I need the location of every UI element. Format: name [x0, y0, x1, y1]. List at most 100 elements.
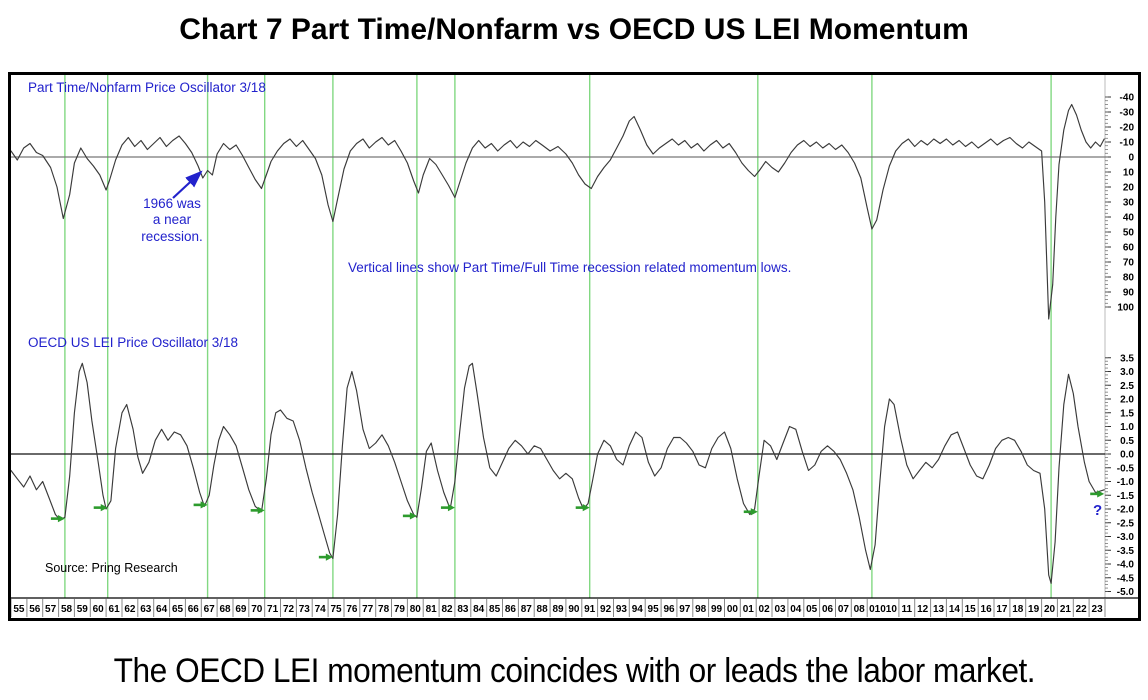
x-axis-year-label: 59 — [77, 604, 89, 615]
x-axis-year-label: 62 — [124, 604, 136, 615]
x-axis-year-label: 71 — [267, 604, 279, 615]
x-axis-year-label: 01 — [743, 604, 755, 615]
bottom-axis-tick-label: -1.0 — [1117, 477, 1135, 488]
bottom-axis-tick-label: -3.5 — [1117, 546, 1135, 557]
x-axis-year-label: 95 — [648, 604, 660, 615]
momentum-low-arrow-icon — [750, 508, 758, 516]
bottom-axis-tick-label: 0.0 — [1120, 450, 1134, 461]
x-axis-year-label: 93 — [616, 604, 628, 615]
x-axis-year-label: 98 — [695, 604, 707, 615]
top-axis-tick-label: -30 — [1120, 108, 1135, 119]
source-note: Source: Pring Research — [45, 561, 178, 575]
x-axis-year-label: 70 — [251, 604, 263, 615]
x-axis-year-label: 65 — [172, 604, 184, 615]
x-axis-year-label: 12 — [917, 604, 929, 615]
x-axis-year-label: 75 — [330, 604, 342, 615]
x-axis-year-label: 01010 — [869, 604, 897, 615]
x-axis-year-label: 11 — [902, 604, 913, 615]
x-axis-year-label: 22 — [1076, 604, 1088, 615]
near-recession-annotation: 1966 was a near recession. — [141, 196, 203, 244]
bottom-axis-tick-label: 0.5 — [1120, 436, 1134, 447]
bottom-axis-tick-label: -2.5 — [1117, 518, 1135, 529]
momentum-low-arrow-icon — [582, 504, 590, 512]
bottom-axis-tick-label: -4.0 — [1117, 560, 1135, 571]
bottom-axis-tick-label: -3.0 — [1117, 532, 1135, 543]
chart-caption-text: The OECD LEI momentum coincides with or … — [113, 652, 1035, 690]
x-axis-year-label: 55 — [13, 604, 25, 615]
x-axis-year-label: 84 — [473, 604, 485, 615]
x-axis-year-label: 05 — [806, 604, 818, 615]
x-axis-year-label: 14 — [949, 604, 961, 615]
bottom-axis-tick-label: 2.5 — [1120, 381, 1134, 392]
x-axis-year-label: 23 — [1092, 604, 1104, 615]
x-axis-year-label: 66 — [188, 604, 200, 615]
bottom-axis-tick-label: 3.0 — [1120, 367, 1134, 378]
x-axis-year-label: 82 — [441, 604, 453, 615]
x-axis-year-label: 85 — [489, 604, 501, 615]
top-axis-tick-label: 70 — [1123, 258, 1135, 269]
x-axis-year-label: 73 — [299, 604, 311, 615]
x-axis-year-label: 91 — [584, 604, 596, 615]
top-axis-tick-label: 20 — [1123, 183, 1135, 194]
momentum-low-arrow-icon — [447, 504, 455, 512]
top-axis-tick-label: 40 — [1123, 213, 1135, 224]
x-axis-year-label: 08 — [854, 604, 866, 615]
x-axis-year-label: 99 — [711, 604, 723, 615]
x-axis-year-label: 56 — [29, 604, 41, 615]
x-axis-year-label: 78 — [378, 604, 390, 615]
x-axis-year-label: 97 — [679, 604, 691, 615]
bottom-axis-tick-label: -2.0 — [1117, 505, 1135, 516]
bottom-axis-tick-label: -4.5 — [1117, 573, 1135, 584]
chart-caption: The OECD LEI momentum coincides with or … — [0, 652, 1148, 691]
x-axis-year-label: 88 — [537, 604, 549, 615]
x-axis-year-label: 76 — [346, 604, 358, 615]
top-axis-tick-label: 50 — [1123, 228, 1135, 239]
top-axis-tick-label: 0 — [1128, 153, 1134, 164]
x-axis-year-label: 61 — [109, 604, 121, 615]
top-axis-tick-label: 60 — [1123, 243, 1135, 254]
x-axis-year-label: 06 — [822, 604, 834, 615]
x-axis-year-label: 00 — [727, 604, 739, 615]
top-axis-tick-label: 90 — [1123, 288, 1135, 299]
x-axis-year-label: 17 — [996, 604, 1008, 615]
bottom-panel-label: OECD US LEI Price Oscillator 3/18 — [28, 335, 239, 350]
bottom-axis-tick-label: -5.0 — [1117, 587, 1135, 598]
momentum-low-arrow-icon — [200, 501, 208, 509]
x-axis-year-label: 03 — [774, 604, 786, 615]
top-axis-tick-label: -10 — [1120, 138, 1135, 149]
chart-panel: -40 -30 -20 -10 0 10 20 30 40 50 60 70 80 90 100 3.5 3.0… — [8, 72, 1141, 621]
bottom-axis-tick-label: 1.5 — [1120, 408, 1134, 419]
top-axis-tick-label: 100 — [1117, 303, 1134, 314]
x-axis-year-label: 89 — [552, 604, 564, 615]
momentum-low-arrow-icon — [325, 553, 333, 561]
x-axis-year-label: 07 — [838, 604, 850, 615]
x-axis-year-label: 13 — [933, 604, 945, 615]
bottom-axis-tick-label: 1.0 — [1120, 422, 1134, 433]
x-axis-year-label: 87 — [521, 604, 533, 615]
x-axis-year-label: 67 — [204, 604, 216, 615]
x-axis-year-label: 21 — [1060, 604, 1072, 615]
x-axis-year-label: 02 — [759, 604, 771, 615]
x-axis-year-label: 18 — [1012, 604, 1024, 615]
x-axis-year-label: 94 — [632, 604, 644, 615]
x-axis-year-label: 15 — [965, 604, 977, 615]
x-axis-year-label: 04 — [790, 604, 802, 615]
momentum-low-arrow-icon — [409, 512, 417, 520]
x-axis-year-label: 63 — [140, 604, 152, 615]
page-title: Chart 7 Part Time/Nonfarm vs OECD US LEI… — [179, 13, 969, 46]
x-axis-year-label: 16 — [981, 604, 993, 615]
top-axis-tick-label: 10 — [1123, 168, 1135, 179]
x-axis-year-label: 58 — [61, 604, 73, 615]
top-panel-label: Part Time/Nonfarm Price Oscillator 3/18 — [28, 80, 266, 95]
bottom-axis-tick-label: -0.5 — [1117, 463, 1135, 474]
x-axis-year-label: 19 — [1028, 604, 1040, 615]
top-axis-tick-label: 80 — [1123, 273, 1135, 284]
x-axis-year-label: 69 — [235, 604, 247, 615]
x-axis-year-label: 83 — [457, 604, 469, 615]
x-axis-year-label: 80 — [410, 604, 422, 615]
momentum-low-arrow-icon — [57, 515, 65, 523]
momentum-low-arrow-icon — [100, 504, 108, 512]
oecd-lei-series — [11, 362, 1105, 584]
top-axis-tick-label: 30 — [1123, 198, 1135, 209]
x-axis-year-label: 77 — [362, 604, 374, 615]
